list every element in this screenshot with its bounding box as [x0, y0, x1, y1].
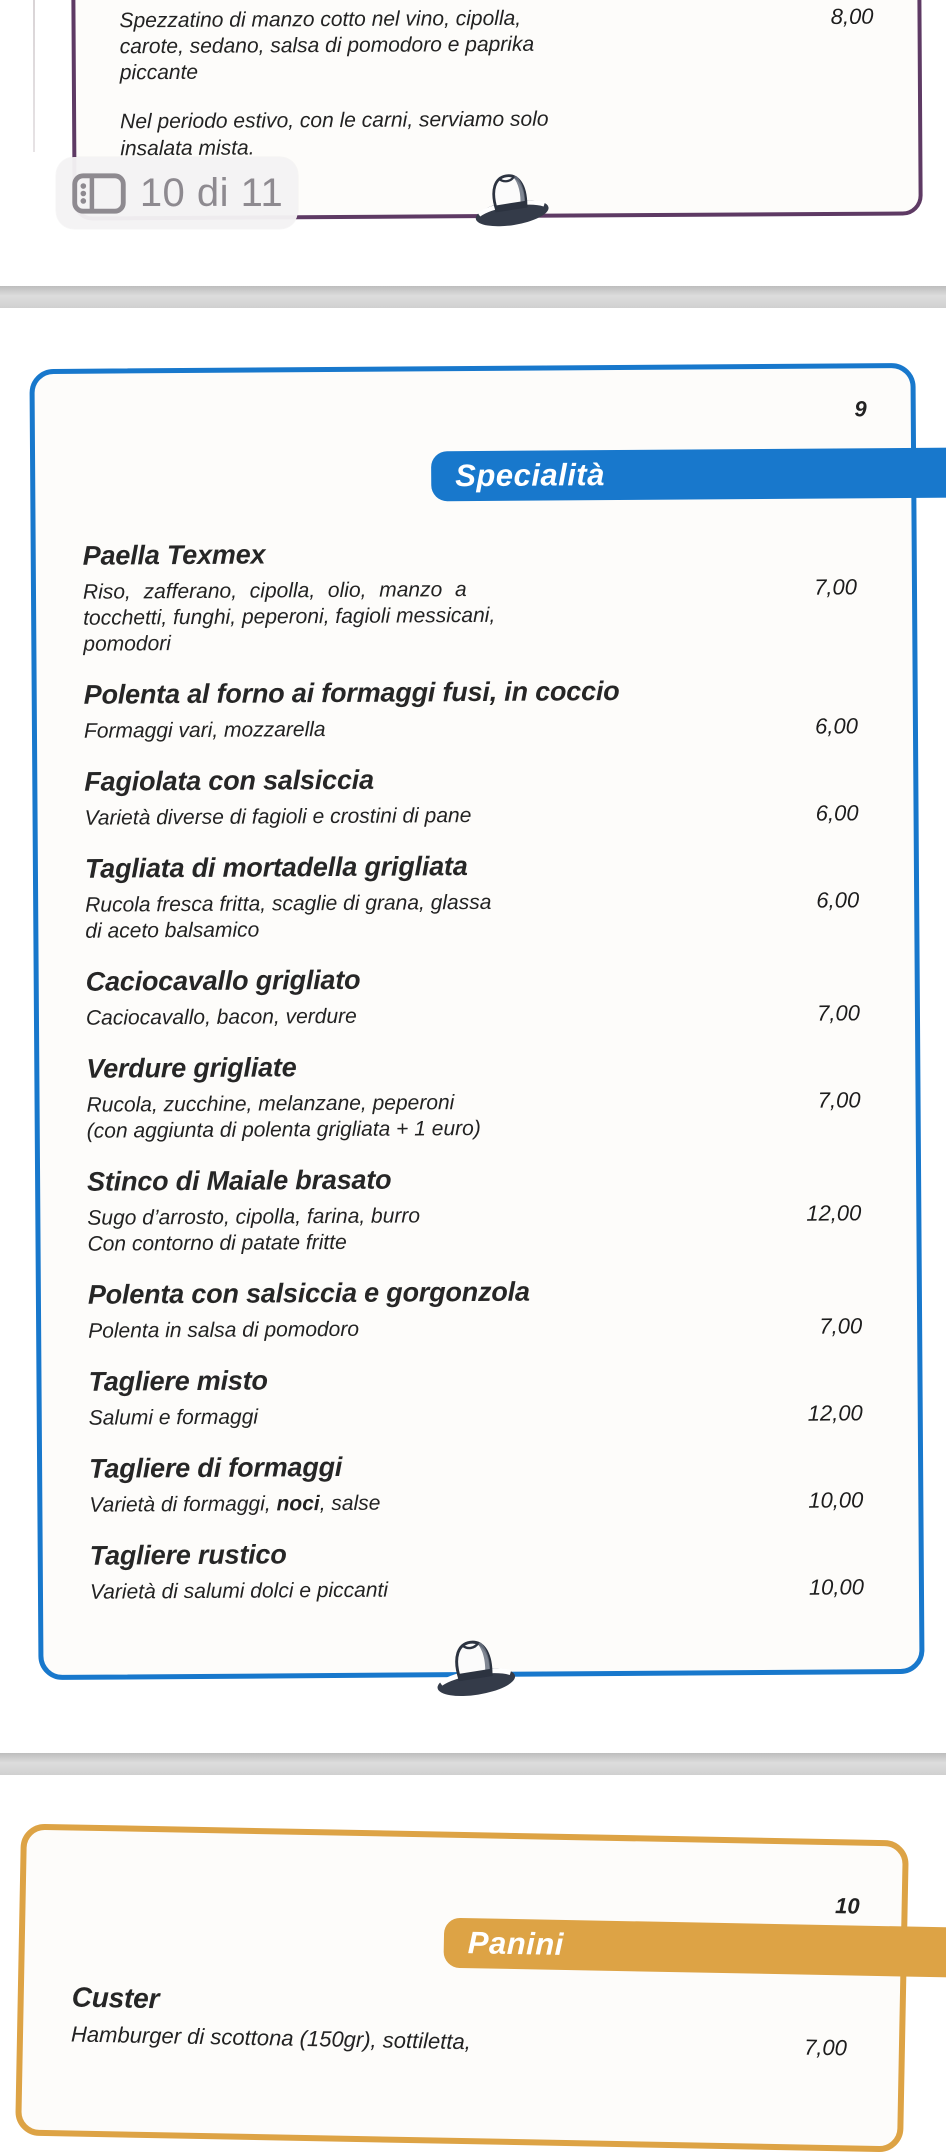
item-description: Varietà diverse di fagioli e crostini di…	[84, 801, 746, 832]
page-indicator-pill[interactable]: 10 di 11	[56, 157, 298, 229]
item-description: Varietà di formaggi, noci, salse	[89, 1488, 751, 1519]
desc-line: Polenta in salsa di pomodoro	[88, 1317, 360, 1343]
menu-item: Fagiolata con salsiccia Varietà diverse …	[84, 759, 906, 832]
item-description: Rucola, zucchine, melanzane, peperoni (c…	[86, 1088, 748, 1145]
cowboy-hat-icon	[425, 1636, 523, 1704]
seasonal-note: Nel periodo estivo, con le carni, servia…	[120, 104, 874, 163]
item-name: Caciocavallo grigliato	[85, 964, 361, 997]
panini-items: Custer Hamburger di scottona (150gr), so…	[70, 1981, 872, 2084]
desc-line: Varietà di salumi dolci e piccanti	[89, 1578, 389, 1604]
menu-item: Custer Hamburger di scottona (150gr), so…	[71, 1981, 872, 2064]
item-price: 12,00	[807, 1400, 863, 1426]
item-price: 7,00	[817, 1000, 861, 1026]
desc-line: Salumi e formaggi	[88, 1405, 259, 1430]
section-banner-label: Panini	[467, 1925, 565, 1962]
desc-line: piccante	[119, 60, 199, 85]
menu-item-spezzatino: Spezzatino di manzo cotto nel vino, cipo…	[119, 4, 873, 87]
item-name: Tagliere misto	[88, 1365, 268, 1397]
item-name: Tagliata di mortadella grigliata	[84, 851, 468, 884]
desc-line: (con aggiunta di polenta grigliata + 1 e…	[86, 1116, 481, 1143]
desc-text: , salse	[319, 1491, 381, 1516]
menu-item: Caciocavallo grigliato Caciocavallo, bac…	[86, 959, 908, 1032]
menu-item: Paella Texmex Riso, zafferano, cipolla, …	[83, 533, 906, 658]
item-name: Verdure grigliate	[86, 1052, 297, 1084]
page-gap-separator	[0, 286, 946, 308]
desc-line: Con contorno di patate fritte	[87, 1230, 347, 1256]
desc-line: Spezzatino di manzo cotto nel vino, cipo…	[119, 6, 522, 33]
thumbnails-sidebar-icon	[71, 171, 127, 216]
section-banner-specialita: Specialità	[431, 447, 946, 502]
menu-item: Polenta al forno ai formaggi fusi, in co…	[84, 672, 906, 745]
item-price: 6,00	[815, 713, 859, 739]
desc-text-bold: noci	[276, 1492, 320, 1516]
item-price: 8,00	[830, 3, 874, 29]
item-description: Caciocavallo, bacon, verdure	[86, 1001, 748, 1032]
desc-line: pomodori	[83, 632, 171, 656]
section-banner-label: Specialità	[455, 457, 606, 494]
item-price: 6,00	[816, 887, 860, 913]
desc-line: Varietà diverse di fagioli e crostini di…	[84, 804, 472, 830]
cowboy-hat-icon	[464, 170, 556, 234]
desc-line: Formaggi vari, mozzarella	[83, 718, 326, 743]
desc-text: Varietà di formaggi,	[89, 1492, 277, 1517]
item-price: 7,00	[819, 1313, 863, 1339]
item-price: 10,00	[808, 1487, 864, 1513]
item-description: Sugo d’arrosto, cipolla, farina, burro C…	[87, 1201, 749, 1258]
page-number: 10	[834, 1893, 860, 1919]
item-description: Polenta in salsa di pomodoro	[88, 1314, 750, 1345]
item-name: Tagliere rustico	[89, 1539, 287, 1571]
menu-item: Tagliere di formaggi Varietà di formaggi…	[89, 1446, 911, 1519]
item-description: Varietà di salumi dolci e piccanti	[90, 1575, 752, 1606]
menu-item: Verdure grigliate Rucola, zucchine, mela…	[86, 1046, 909, 1145]
page-indicator-label: 10 di 11	[139, 170, 284, 215]
menu-item: Tagliere misto Salumi e formaggi 12,00	[88, 1359, 910, 1432]
desc-line: Hamburger di scottona (150gr), sottilett…	[70, 2021, 472, 2055]
scan-edge-line	[33, 0, 35, 152]
menu-item: Tagliere rustico Varietà di salumi dolci…	[90, 1533, 912, 1606]
item-description: Hamburger di scottona (150gr), sottilett…	[71, 2021, 731, 2062]
item-price: 12,00	[806, 1200, 862, 1226]
desc-line: Caciocavallo, bacon, verdure	[85, 1004, 357, 1030]
menu-page-panini: 10 Panini Custer Hamburger di scottona (…	[15, 1823, 946, 2153]
purple-page-content: Spezzatino di manzo cotto nel vino, cipo…	[119, 4, 874, 163]
item-price: 7,00	[814, 574, 858, 600]
item-name: Stinco di Maiale brasato	[87, 1164, 392, 1197]
specialita-items: Paella Texmex Riso, zafferano, cipolla, …	[83, 533, 913, 1626]
menu-item: Stinco di Maiale brasato Sugo d’arrosto,…	[87, 1159, 910, 1258]
item-price: 7,00	[817, 1087, 861, 1113]
item-name: Tagliere di formaggi	[89, 1451, 343, 1484]
item-description: Salumi e formaggi	[89, 1401, 751, 1432]
menu-item: Polenta con salsiccia e gorgonzola Polen…	[88, 1272, 910, 1345]
item-name: Paella Texmex	[82, 539, 266, 571]
page-number: 9	[854, 396, 867, 422]
desc-line: Varietà di formaggi, noci, salse	[89, 1488, 751, 1519]
item-name: Polenta con salsiccia e gorgonzola	[87, 1276, 530, 1310]
item-description: Spezzatino di manzo cotto nel vino, cipo…	[119, 5, 713, 87]
item-description: Rucola fresca fritta, scaglie di grana, …	[85, 888, 747, 945]
item-description: Riso, zafferano, cipolla, olio, manzo a …	[83, 575, 746, 658]
item-name: Polenta al forno ai formaggi fusi, in co…	[83, 675, 620, 710]
desc-line: carote, sedano, salsa di pomodoro e papr…	[119, 32, 535, 59]
item-description: Formaggi vari, mozzarella	[84, 714, 746, 745]
item-price: 10,00	[808, 1574, 865, 1600]
desc-line: di aceto balsamico	[85, 918, 260, 943]
item-price: 6,00	[815, 800, 859, 826]
section-banner-panini: Panini	[443, 1917, 946, 1978]
menu-page-specialita: 9 Specialità Paella Texmex Riso, zaffera…	[29, 362, 946, 1681]
item-name: Fagiolata con salsiccia	[84, 764, 374, 797]
page-gap-separator	[0, 1753, 946, 1775]
menu-item: Tagliata di mortadella grigliata Rucola …	[85, 846, 908, 945]
